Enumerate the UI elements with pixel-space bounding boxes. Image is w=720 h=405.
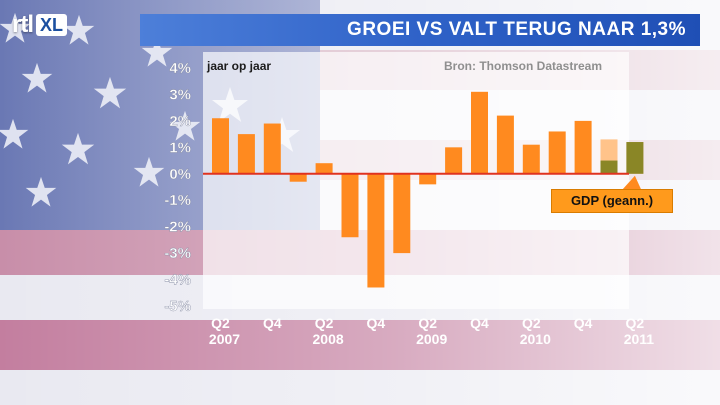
x-tick-label: Q2 — [211, 315, 230, 331]
page-title: GROEI VS VALT TERUG NAAR 1,3% — [347, 19, 686, 40]
gdp-callout: GDP (geann.) — [551, 189, 673, 213]
y-tick-label: -1% — [164, 192, 191, 209]
y-tick-label: -4% — [164, 272, 191, 289]
x-tick-year: 2010 — [520, 331, 551, 347]
x-tick-label: Q2 — [315, 315, 334, 331]
x-tick-year: 2008 — [313, 331, 344, 347]
bar — [574, 120, 592, 174]
unit-label: jaar op jaar — [207, 59, 272, 73]
title-bar: GROEI VS VALT TERUG NAAR 1,3% — [140, 14, 700, 46]
x-tick-label: Q4 — [367, 315, 386, 331]
x-tick-label: Q4 — [574, 315, 593, 331]
x-tick-year: 2011 — [624, 331, 655, 347]
y-tick-label: 4% — [169, 60, 191, 77]
y-tick-label: -5% — [164, 298, 191, 315]
bar — [471, 91, 488, 174]
callout-pointer — [622, 175, 641, 189]
callout-label: GDP (geann.) — [570, 193, 654, 208]
bar — [367, 173, 385, 288]
source-label: Bron: Thomson Datastream — [444, 59, 603, 73]
channel-logo: rtl XL — [12, 11, 68, 38]
bar — [419, 173, 437, 185]
bar — [289, 173, 307, 182]
bar — [341, 173, 359, 238]
y-tick-label: 3% — [169, 86, 191, 103]
x-tick-label: Q2 — [418, 315, 437, 331]
x-tick-label: Q2 — [626, 315, 645, 331]
x-tick-label: Q2 — [522, 315, 541, 331]
announced-bars — [600, 139, 644, 174]
bar-series — [212, 91, 592, 288]
y-tick-label: 2% — [169, 113, 191, 130]
y-tick-label: -3% — [164, 245, 191, 262]
bar — [393, 173, 411, 254]
bar — [445, 147, 463, 174]
plot-area — [203, 52, 629, 309]
logo-text: rtl — [12, 11, 34, 38]
bar-highlight — [626, 142, 644, 174]
x-tick-year: 2007 — [209, 331, 240, 347]
y-tick-label: -2% — [164, 219, 191, 236]
y-axis-ticks: 4% 3% 2% 1% 0% -1% -2% -3% -4% -5% — [164, 60, 191, 315]
bar — [496, 115, 514, 174]
bar — [237, 134, 255, 174]
x-tick-label: Q4 — [470, 315, 489, 331]
y-tick-label: 1% — [169, 139, 191, 156]
bar — [548, 131, 566, 174]
x-tick-year: 2009 — [416, 331, 447, 347]
bar — [263, 123, 281, 174]
x-tick-label: Q4 — [263, 315, 282, 331]
bar — [315, 163, 333, 174]
bar — [212, 118, 229, 174]
bar — [522, 144, 540, 174]
y-tick-label: 0% — [169, 166, 191, 183]
logo-badge: XL — [36, 14, 68, 36]
bar-highlight — [600, 160, 618, 174]
